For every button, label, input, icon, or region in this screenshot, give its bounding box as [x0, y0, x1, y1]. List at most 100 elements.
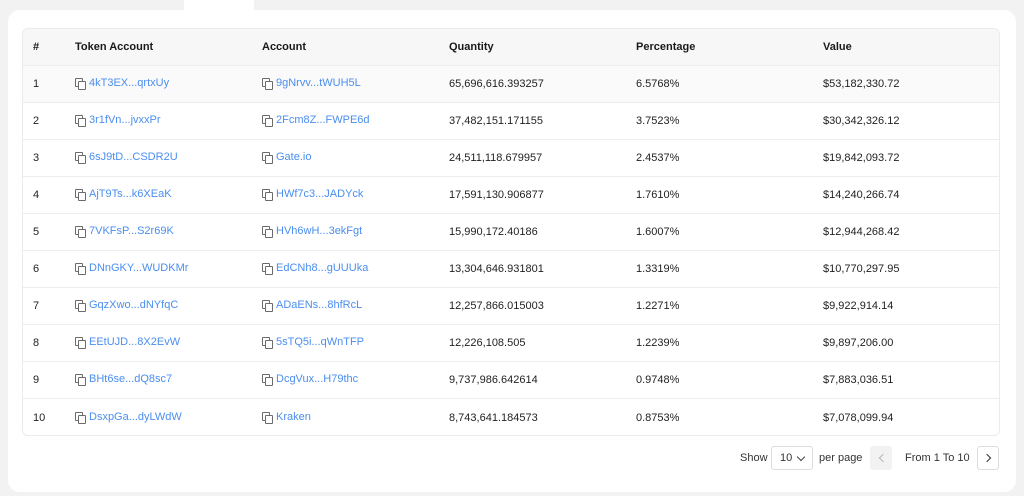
copy-icon[interactable] [75, 78, 86, 90]
percentage-cell: 1.2271% [636, 300, 680, 312]
copy-icon[interactable] [262, 78, 273, 90]
quantity-cell: 13,304,646.931801 [449, 263, 544, 275]
copy-icon[interactable] [262, 189, 273, 201]
percentage-cell: 1.6007% [636, 226, 680, 238]
token-account-link[interactable]: EEtUJD...8X2EvW [75, 336, 181, 349]
account-address: Kraken [276, 410, 311, 423]
previous-page-button[interactable] [870, 446, 892, 470]
rank-cell: 9 [33, 374, 40, 386]
copy-icon[interactable] [75, 337, 86, 349]
copy-icon[interactable] [262, 337, 273, 349]
account-link[interactable]: 2Fcm8Z...FWPE6d [262, 114, 370, 127]
copy-icon[interactable] [262, 263, 273, 275]
copy-icon[interactable] [262, 152, 273, 164]
token-account-address: 4kT3EX...qrtxUy [89, 77, 170, 89]
token-account-address: DsxpGa...dyLWdW [89, 410, 182, 423]
copy-icon[interactable] [262, 411, 273, 424]
table-body: 1 4kT3EX...qrtxUy 9gNrvv...tWUH5L 65,696… [23, 66, 999, 435]
token-account-cell: 7VKFsP...S2r69K [75, 225, 262, 239]
copy-icon[interactable] [262, 374, 273, 386]
table-header: # Token Account Account Quantity Percent… [23, 29, 999, 66]
header-account: Account [262, 41, 306, 53]
rank-cell: 3 [33, 152, 40, 164]
percentage-cell: 6.5768% [636, 78, 680, 90]
token-account-link[interactable]: 6sJ9tD...CSDR2U [75, 151, 178, 164]
token-account-cell: BHt6se...dQ8sc7 [75, 373, 262, 387]
value-cell: $30,342,326.12 [823, 115, 900, 127]
per-page-select[interactable]: 10 [771, 446, 813, 470]
percentage-cell: 0.9748% [636, 374, 680, 386]
token-account-address: GqzXwo...dNYfqC [89, 299, 179, 311]
copy-icon[interactable] [75, 374, 86, 386]
value-cell: $12,944,268.42 [823, 226, 900, 238]
rank-cell: 8 [33, 337, 40, 349]
token-account-cell: DNnGKY...WUDKMr [75, 262, 262, 276]
token-account-cell: 6sJ9tD...CSDR2U [75, 151, 262, 165]
account-cell: HVh6wH...3ekFgt [262, 225, 449, 239]
quantity-cell: 17,591,130.906877 [449, 189, 544, 201]
copy-icon[interactable] [75, 189, 86, 201]
copy-icon[interactable] [75, 300, 86, 312]
token-account-link[interactable]: AjT9Ts...k6XEaK [75, 188, 172, 201]
token-account-link[interactable]: 4kT3EX...qrtxUy [75, 77, 170, 90]
account-link[interactable]: EdCNh8...gUUUka [262, 262, 368, 275]
token-account-cell: 4kT3EX...qrtxUy [75, 77, 262, 91]
rank-cell: 4 [33, 189, 40, 201]
table-row: 3 6sJ9tD...CSDR2U Gate.io 24,511,118.679… [23, 140, 999, 177]
account-cell: Gate.io [262, 151, 449, 165]
account-link[interactable]: DcgVux...H79thc [262, 373, 358, 386]
copy-icon[interactable] [262, 115, 273, 127]
per-page-value: 10 [780, 452, 793, 464]
table-row: 5 7VKFsP...S2r69K HVh6wH...3ekFgt 15,990… [23, 214, 999, 251]
table-row: 4 AjT9Ts...k6XEaK HWf7c3...JADYck 17,591… [23, 177, 999, 214]
copy-icon[interactable] [262, 300, 273, 312]
account-link[interactable]: Gate.io [262, 151, 311, 164]
percentage-cell: 2.4537% [636, 152, 680, 164]
rank-cell: 6 [33, 263, 40, 275]
value-cell: $7,078,099.94 [823, 411, 894, 424]
header-rank: # [33, 41, 40, 53]
rank-cell: 2 [33, 115, 40, 127]
copy-icon[interactable] [75, 411, 86, 424]
account-link[interactable]: ADaENs...8hfRcL [262, 299, 363, 312]
percentage-cell: 3.7523% [636, 115, 680, 127]
copy-icon[interactable] [262, 226, 273, 238]
quantity-cell: 15,990,172.40186 [449, 226, 538, 238]
value-cell: $7,883,036.51 [823, 374, 894, 386]
account-cell: DcgVux...H79thc [262, 373, 449, 387]
table-row: 10 DsxpGa...dyLWdW Kraken 8,743,641.1845… [23, 399, 999, 435]
account-link[interactable]: HWf7c3...JADYck [262, 188, 363, 201]
token-account-link[interactable]: 7VKFsP...S2r69K [75, 225, 174, 238]
account-link[interactable]: 9gNrvv...tWUH5L [262, 77, 361, 90]
account-link[interactable]: Kraken [262, 410, 311, 424]
token-account-address: EEtUJD...8X2EvW [89, 336, 181, 348]
account-address: ADaENs...8hfRcL [276, 299, 363, 311]
chevron-down-icon [797, 452, 806, 461]
token-account-address: 7VKFsP...S2r69K [89, 225, 174, 237]
value-cell: $19,842,093.72 [823, 152, 900, 164]
header-token-account: Token Account [75, 41, 154, 53]
token-account-link[interactable]: GqzXwo...dNYfqC [75, 299, 179, 312]
account-link[interactable]: 5sTQ5i...qWnTFP [262, 336, 365, 349]
copy-icon[interactable] [75, 152, 86, 164]
quantity-cell: 37,482,151.171155 [449, 115, 543, 127]
quantity-cell: 12,226,108.505 [449, 337, 526, 349]
token-account-link[interactable]: 3r1fVn...jvxxPr [75, 114, 161, 127]
token-account-link[interactable]: BHt6se...dQ8sc7 [75, 373, 172, 386]
account-address: 9gNrvv...tWUH5L [276, 77, 361, 89]
percentage-cell: 1.2239% [636, 337, 680, 349]
token-account-link[interactable]: DNnGKY...WUDKMr [75, 262, 188, 275]
copy-icon[interactable] [75, 226, 86, 238]
copy-icon[interactable] [75, 115, 86, 127]
token-account-cell: AjT9Ts...k6XEaK [75, 188, 262, 202]
holders-card: # Token Account Account Quantity Percent… [8, 10, 1016, 492]
token-account-link[interactable]: DsxpGa...dyLWdW [75, 410, 182, 424]
next-page-button[interactable] [977, 446, 999, 470]
account-link[interactable]: HVh6wH...3ekFgt [262, 225, 362, 238]
value-cell: $10,770,297.95 [823, 263, 900, 275]
account-address: 5sTQ5i...qWnTFP [276, 336, 365, 348]
account-cell: 2Fcm8Z...FWPE6d [262, 114, 449, 128]
header-value: Value [823, 41, 852, 53]
account-cell: 5sTQ5i...qWnTFP [262, 336, 449, 350]
copy-icon[interactable] [75, 263, 86, 275]
